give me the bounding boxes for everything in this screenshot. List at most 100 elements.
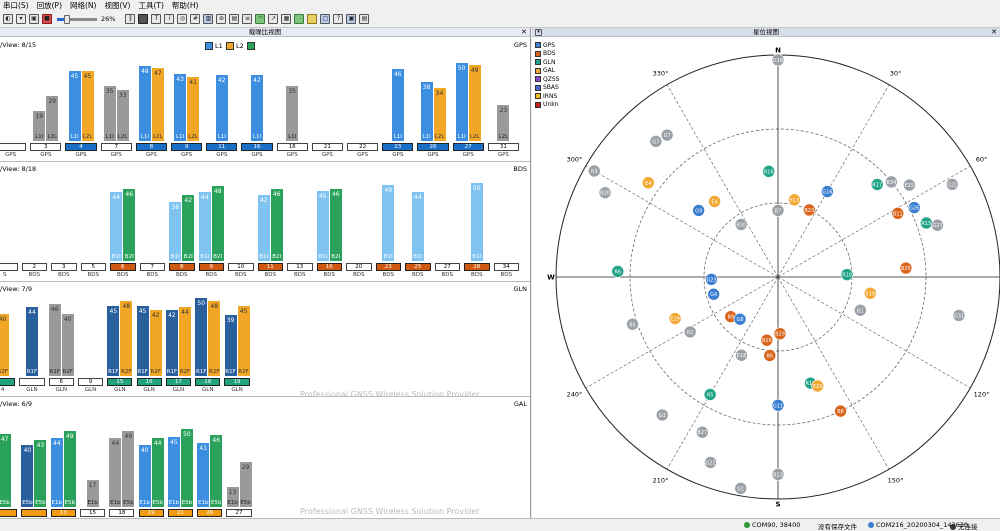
text-icon[interactable]: T xyxy=(151,14,162,24)
satellite-G7[interactable]: G7 xyxy=(649,135,663,148)
cn0-bar[interactable]: 44 E1b xyxy=(109,438,122,507)
prn-tag[interactable]: 18 xyxy=(276,143,308,151)
prn-tag[interactable]: 34 xyxy=(493,263,519,271)
cn0-bar[interactable]: 45 L1I xyxy=(68,70,81,141)
cn0-bar[interactable]: 38 L1I xyxy=(420,81,433,141)
prn-tag[interactable]: 23 xyxy=(382,143,414,151)
prn-tag[interactable]: 27 xyxy=(226,509,252,517)
window-icon[interactable]: ▢ xyxy=(320,14,331,24)
save-icon[interactable]: ▣ xyxy=(29,14,39,24)
prn-tag[interactable]: 18 xyxy=(195,378,221,386)
cn0-bar[interactable]: 44 B1I xyxy=(110,192,123,261)
prn-tag[interactable]: 16 xyxy=(316,263,342,271)
zoom-slider[interactable]: 26% xyxy=(57,14,119,24)
prn-tag[interactable]: 4 xyxy=(65,143,97,151)
prn-tag[interactable]: 8 xyxy=(169,263,195,271)
cn0-bar[interactable]: 46 B2I xyxy=(123,189,136,261)
satellite-E4[interactable]: E4 xyxy=(641,176,655,190)
satellite-B10[interactable]: B10 xyxy=(734,218,748,231)
cn0-bar[interactable]: 44 E5b xyxy=(151,438,164,507)
prn-tag[interactable]: 20 xyxy=(346,263,372,271)
cn0-bar[interactable]: 42 B2I xyxy=(182,195,195,261)
satellite-G18[interactable]: G18 xyxy=(771,53,785,67)
cn0-bar[interactable]: 46 E5b xyxy=(210,435,223,507)
satellite-E19[interactable]: E19 xyxy=(864,286,877,300)
cn0-bar[interactable]: 50 L1I xyxy=(455,63,468,141)
info-icon[interactable]: i xyxy=(164,14,175,24)
satellite-B16[interactable]: B16 xyxy=(760,333,774,347)
satellite-R6[interactable]: R6 xyxy=(611,265,625,278)
prn-tag[interactable]: 16 xyxy=(241,143,273,151)
minimize-icon[interactable]: ▾ xyxy=(535,29,542,36)
cn0-bar[interactable]: 44 B1I xyxy=(411,192,424,261)
satellite-G21[interactable]: G21 xyxy=(945,178,959,191)
pause-icon[interactable]: ‖ xyxy=(125,14,136,24)
globe-icon[interactable]: ⊛ xyxy=(216,14,227,24)
prn-tag[interactable]: 26 xyxy=(197,509,223,517)
satellite-E13[interactable]: E13 xyxy=(788,193,801,207)
prn-tag[interactable]: 10 xyxy=(228,263,254,271)
prn-tag[interactable]: 31 xyxy=(487,143,519,151)
cn0-bar[interactable]: 40 E1b xyxy=(138,444,151,507)
cn0-bar[interactable]: 46 L1I xyxy=(391,69,404,141)
satellite-B6[interactable]: B6 xyxy=(763,349,777,362)
cn0-bar[interactable]: 46 B2I xyxy=(270,189,283,261)
menu-item-5[interactable]: 帮助(H) xyxy=(171,1,199,10)
cn0-bar[interactable]: 50 R1F xyxy=(195,298,208,376)
tile-icon[interactable]: ▣ xyxy=(346,14,357,24)
satellite-E15[interactable]: E15 xyxy=(903,178,916,192)
cn0-bar[interactable]: 48 L1I xyxy=(138,66,151,141)
satellite-B20[interactable]: B20 xyxy=(598,186,612,199)
satellite-B11[interactable]: B11 xyxy=(891,207,905,220)
cn0-bar[interactable]: 49 E5b xyxy=(122,430,135,507)
prn-tag[interactable]: 16 xyxy=(136,378,162,386)
cn0-bar[interactable]: 42 R2F xyxy=(149,310,162,376)
prn-tag[interactable]: 11 xyxy=(257,263,283,271)
cn0-bar[interactable]: 29 E5b xyxy=(239,461,252,507)
satellite-G9[interactable]: G9 xyxy=(692,204,705,217)
close-icon[interactable]: ✕ xyxy=(521,28,527,36)
prn-tag[interactable]: 6 xyxy=(48,378,74,386)
cn0-bar[interactable]: 41 E1b xyxy=(197,443,210,507)
satellite-R2[interactable]: R2 xyxy=(683,325,697,339)
cn0-bar[interactable]: 48 R2F xyxy=(208,301,221,376)
satellite-G31[interactable]: G31 xyxy=(952,309,966,322)
satellite-G26[interactable]: G26 xyxy=(907,201,921,214)
zoom-knob[interactable] xyxy=(64,14,71,24)
prn-tag[interactable] xyxy=(19,378,45,386)
satellite-G22[interactable]: G22 xyxy=(704,456,717,469)
satellite-B7[interactable]: B7 xyxy=(771,204,785,217)
prn-tag[interactable]: 21 xyxy=(167,509,194,517)
satellite-E19[interactable]: E19 xyxy=(668,312,682,325)
cn0-bar[interactable]: 45 R1F xyxy=(136,305,149,376)
satellite-B8[interactable]: B8 xyxy=(834,404,847,418)
prn-tag[interactable] xyxy=(0,378,16,386)
cn0-bar[interactable]: 19 L1I xyxy=(33,111,46,141)
prn-tag[interactable]: 5 xyxy=(80,263,106,271)
prn-tag[interactable]: 9 xyxy=(171,143,203,151)
mic-icon[interactable] xyxy=(138,14,149,24)
satellite-B27[interactable]: B27 xyxy=(696,425,709,439)
cn0-bar[interactable]: 42 B1I xyxy=(257,195,270,261)
cn0-bar[interactable]: 44 B1I xyxy=(198,192,211,261)
prn-tag[interactable]: 9 xyxy=(77,378,104,386)
satellite-E20[interactable]: E20 xyxy=(811,379,824,393)
cn0-bar[interactable]: 42 L1I xyxy=(215,75,228,141)
satellite-G23[interactable]: G23 xyxy=(705,273,718,286)
cn0-bar[interactable]: 44 R1F xyxy=(25,307,38,376)
cn0-bar[interactable]: 35 L1I xyxy=(286,86,299,141)
menu-item-0[interactable]: 串口(S) xyxy=(3,1,29,10)
satellite-B13[interactable]: B13 xyxy=(771,468,785,481)
prn-tag[interactable] xyxy=(0,509,18,517)
cn0-bar[interactable]: 42 L1I xyxy=(251,75,263,141)
cn0-bar[interactable]: 43 L1I xyxy=(174,73,187,141)
satellite-G11[interactable]: G11 xyxy=(771,398,785,412)
satellite-B29[interactable]: B29 xyxy=(773,327,787,340)
prn-tag[interactable] xyxy=(0,263,18,271)
dropdown-icon[interactable]: ▾ xyxy=(16,14,26,24)
cn0-bar[interactable]: 49 E5b xyxy=(63,430,76,507)
satellite-R17[interactable]: R17 xyxy=(870,178,884,191)
cn0-bar[interactable]: 40 R2F xyxy=(61,313,74,376)
prn-tag[interactable]: 21 xyxy=(311,143,343,151)
prn-tag[interactable]: 22 xyxy=(347,143,379,151)
